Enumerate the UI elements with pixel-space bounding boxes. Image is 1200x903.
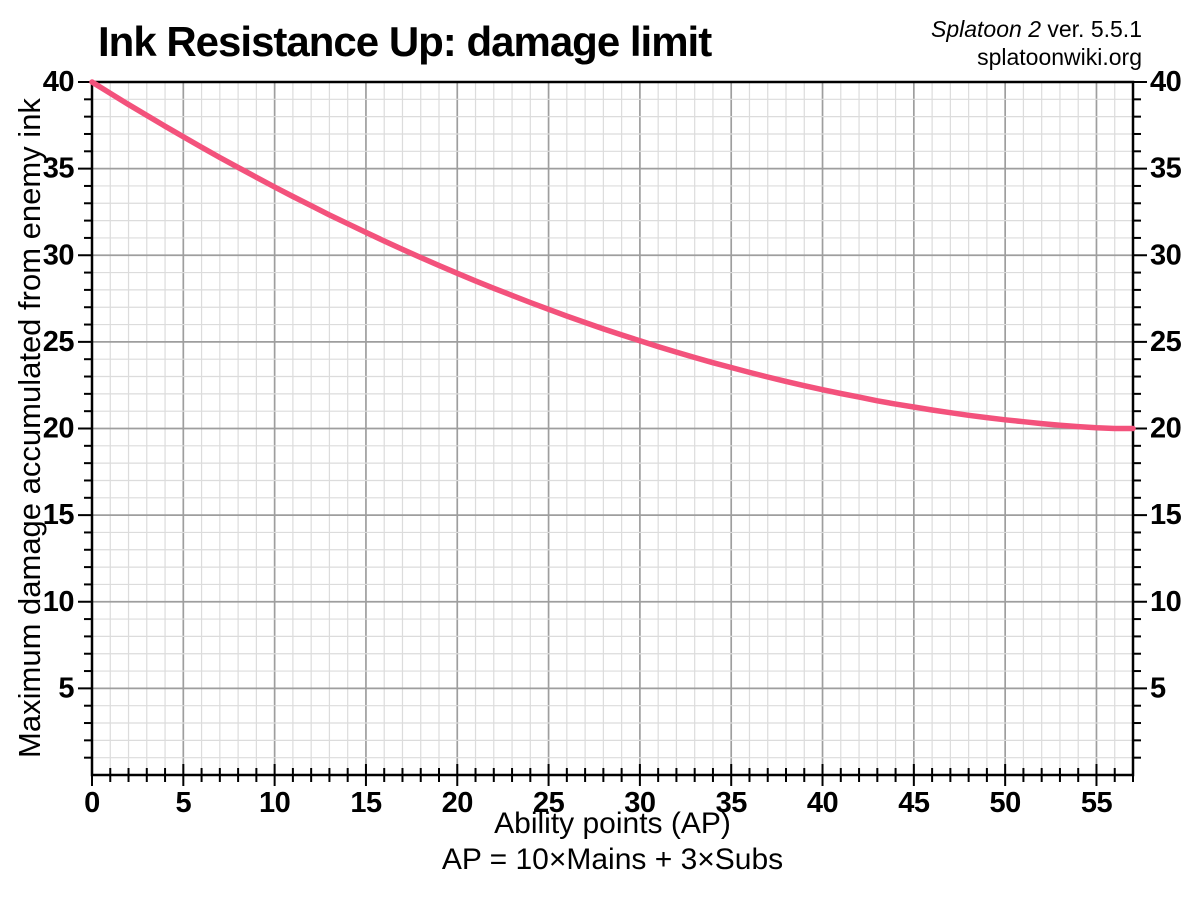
y-tick-label-right: 5 (1150, 672, 1166, 704)
y-tick-label-left: 5 (58, 672, 74, 704)
x-tick-label: 45 (898, 787, 930, 819)
x-tick-label: 20 (442, 787, 473, 819)
x-tick-label: 50 (990, 787, 1021, 819)
y-tick-label-right: 25 (1150, 326, 1182, 358)
x-tick-label: 10 (259, 787, 290, 819)
x-tick-label: 30 (624, 787, 655, 819)
chart-title: Ink Resistance Up: damage limit (98, 18, 712, 65)
y-tick-label-left: 15 (43, 499, 75, 531)
y-tick-label-left: 30 (43, 239, 74, 271)
x-tick-label: 0 (84, 787, 100, 819)
y-tick-label-left: 25 (43, 326, 75, 358)
y-tick-label-left: 10 (43, 586, 74, 618)
version-line: Splatoon 2 ver. 5.5.1 (931, 15, 1142, 43)
y-tick-label-left: 40 (43, 66, 74, 98)
x-tick-label: 55 (1081, 787, 1113, 819)
x-tick-label: 25 (533, 787, 565, 819)
x-tick-label: 15 (350, 787, 382, 819)
x-tick-label: 5 (175, 787, 191, 819)
game-name: Splatoon 2 (931, 16, 1041, 42)
y-tick-label-right: 20 (1150, 413, 1181, 445)
data-curve (89, 79, 1136, 432)
x-axis-formula: AP = 10×Mains + 3×Subs (441, 843, 784, 876)
y-tick-label-right: 35 (1150, 153, 1182, 185)
y-tick-label-right: 40 (1150, 66, 1181, 98)
x-tick-label: 35 (716, 787, 748, 819)
y-tick-label-right: 10 (1150, 586, 1181, 618)
version-text: ver. 5.5.1 (1040, 16, 1142, 42)
x-tick-label: 40 (807, 787, 838, 819)
y-tick-label-right: 30 (1150, 239, 1181, 271)
y-tick-label-left: 35 (43, 153, 75, 185)
y-tick-label-left: 20 (43, 413, 74, 445)
source-annotation: Splatoon 2 ver. 5.5.1 splatoonwiki.org (931, 15, 1142, 71)
site-name: splatoonwiki.org (977, 44, 1142, 70)
x-axis-title-block: Ability points (AP) AP = 10×Mains + 3×Su… (92, 806, 1133, 878)
y-tick-label-right: 15 (1150, 499, 1182, 531)
x-axis-title: Ability points (AP) (494, 807, 731, 840)
